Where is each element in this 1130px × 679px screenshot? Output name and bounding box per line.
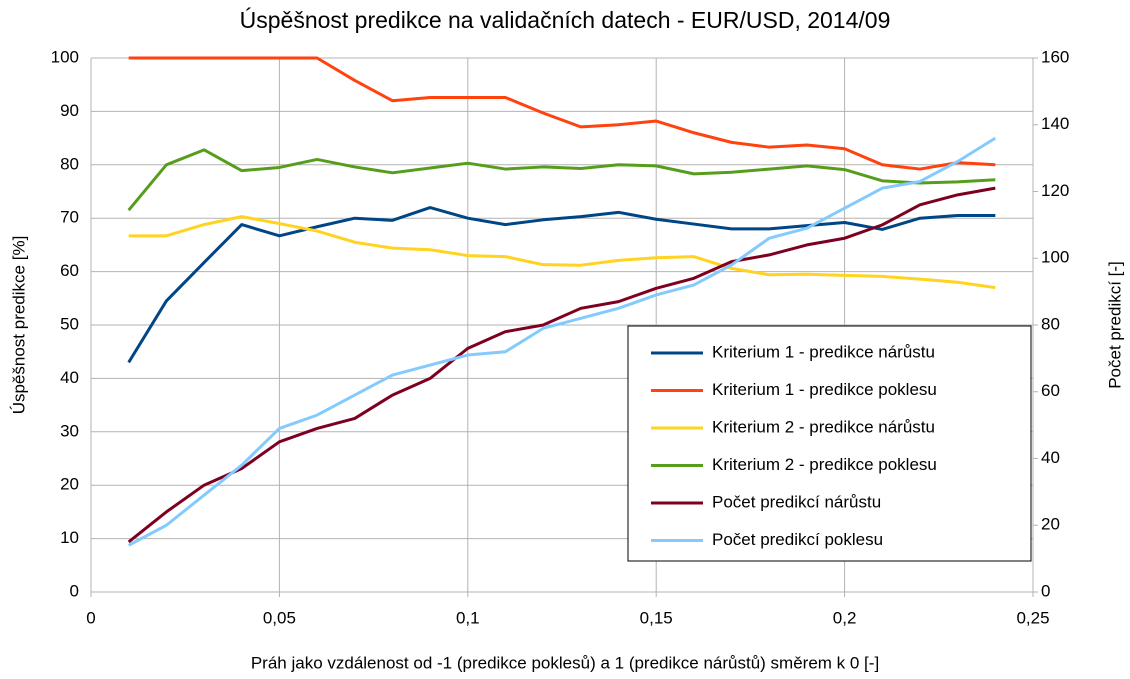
y-tick-label: 80 <box>60 154 79 173</box>
y2-tick-label: 160 <box>1041 47 1069 66</box>
y-tick-label: 90 <box>60 101 79 120</box>
y2-tick-label: 100 <box>1041 248 1069 267</box>
x-tick-label: 0,25 <box>1016 608 1049 627</box>
y-tick-label: 0 <box>70 581 79 600</box>
x-tick-label: 0,2 <box>833 608 857 627</box>
y2-tick-label: 60 <box>1041 381 1060 400</box>
legend-label: Počet predikcí nárůstu <box>712 492 881 511</box>
y-tick-label: 70 <box>60 208 79 227</box>
y2-tick-label: 40 <box>1041 448 1060 467</box>
x-tick-label: 0,05 <box>263 608 296 627</box>
y-axis-label: Úspěšnost predikce [%] <box>9 236 28 415</box>
series-line <box>128 215 996 290</box>
legend-label: Kriterium 2 - predikce poklesu <box>712 455 937 474</box>
y-tick-label: 20 <box>60 475 79 494</box>
y2-tick-label: 80 <box>1041 314 1060 333</box>
legend-label: Počet predikcí poklesu <box>712 530 883 549</box>
y2-tick-label: 20 <box>1041 515 1060 534</box>
legend: Kriterium 1 - predikce nárůstu Kriterium … <box>627 325 1032 562</box>
y-tick-label: 30 <box>60 421 79 440</box>
legend-label: Kriterium 2 - predikce nárůstu <box>712 417 935 436</box>
series-line <box>127 186 996 544</box>
x-tick-label: 0,15 <box>640 608 673 627</box>
legend-label: Kriterium 1 - predikce poklesu <box>712 380 937 399</box>
y2-axis-label: Počet predikcí [-] <box>1105 261 1124 389</box>
chart-title: Úspěšnost predikce na validačních datech… <box>240 7 891 33</box>
series-line <box>127 206 996 364</box>
y-tick-label: 40 <box>60 368 79 387</box>
y-tick-label: 10 <box>60 528 79 547</box>
y-tick-label: 60 <box>60 261 79 280</box>
x-tick-label: 0 <box>86 608 95 627</box>
series-line <box>127 136 997 547</box>
legend-label: Kriterium 1 - predikce nárůstu <box>712 342 935 361</box>
y2-tick-label: 120 <box>1041 181 1069 200</box>
y-tick-label: 50 <box>60 314 79 333</box>
y-tick-label: 100 <box>51 47 79 66</box>
legend-box <box>627 325 1032 562</box>
series-line <box>128 56 996 171</box>
x-axis-label: Práh jako vzdálenost od -1 (predikce pok… <box>251 653 879 672</box>
series-line <box>127 148 996 212</box>
x-tick-label: 0,1 <box>456 608 480 627</box>
y2-tick-label: 140 <box>1041 114 1069 133</box>
y2-tick-label: 0 <box>1041 581 1050 600</box>
